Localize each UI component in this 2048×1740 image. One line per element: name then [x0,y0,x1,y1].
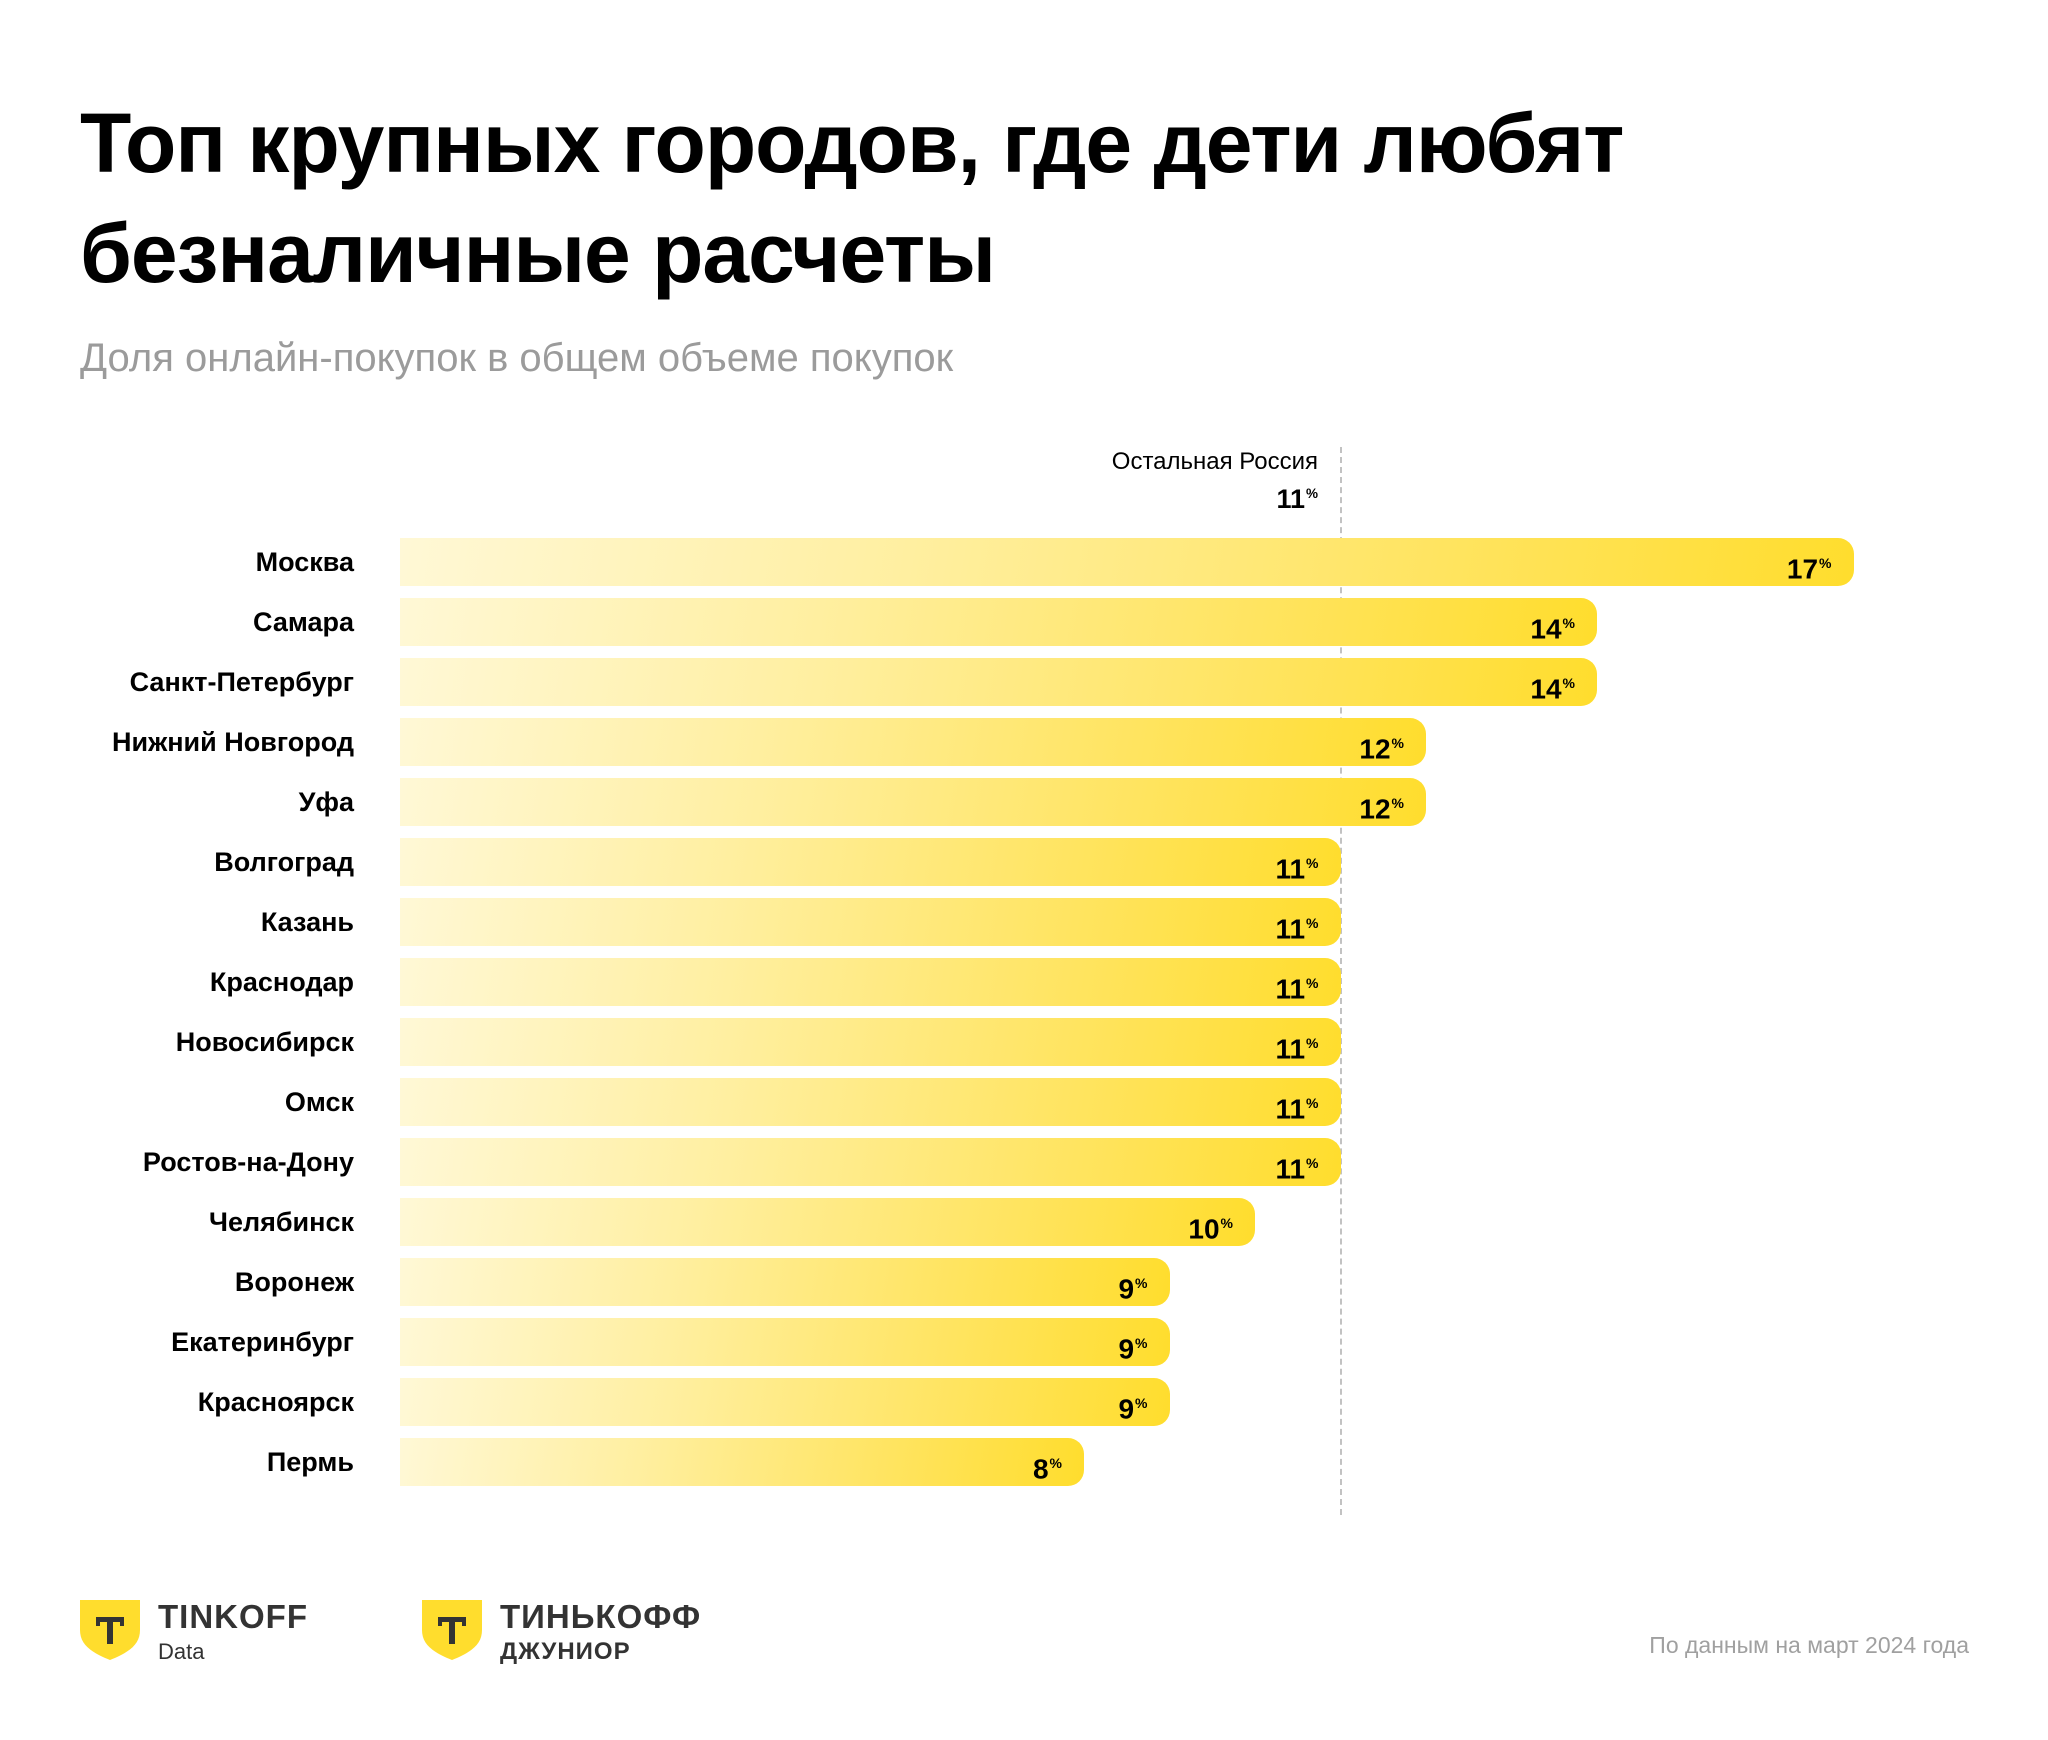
category-label: Ростов-на-Дону [142,1147,354,1177]
logo-tinkoff-data: TINKOFF Data [80,1600,308,1666]
data-label: 11% [1275,838,1318,894]
tinkoff-shield-icon [422,1600,482,1660]
category-label: Омск [284,1087,354,1117]
logo-sub: ДЖУНИОР [500,1638,631,1665]
data-label: 11% [1275,958,1318,1014]
percent-sign: % [1391,795,1404,811]
percent-sign: % [1306,855,1319,871]
data-label-value: 10 [1188,1213,1220,1245]
bar: 10% [400,1198,1255,1246]
data-label-value: 11 [1275,1093,1306,1125]
logo-name: TINKOFF [158,1598,308,1635]
data-label: 17% [1787,538,1832,594]
bar: 11% [400,958,1341,1006]
data-source-note: По данным на март 2024 года [1649,1632,1969,1658]
data-label: 9% [1118,1258,1147,1314]
data-label: 11% [1275,1018,1318,1074]
category-label: Санкт-Петербург [129,667,354,697]
data-label: 10% [1188,1198,1233,1254]
bar: 9% [400,1378,1170,1426]
reference-label: Остальная Россия [1111,448,1318,475]
page-title: Топ крупных городов, где дети любят безн… [80,96,1624,300]
chart-subtitle: Доля онлайн-покупок в общем объеме покуп… [80,336,954,380]
logo-tinkoff-junior: ТИНЬКОФФ ДЖУНИОР [422,1600,701,1666]
reference-value: 11% [1276,484,1318,515]
percent-sign: % [1306,1095,1319,1111]
data-label: 9% [1118,1378,1147,1434]
percent-sign: % [1306,975,1319,991]
data-label-value: 12 [1359,793,1391,825]
bar: 11% [400,1018,1341,1066]
data-label: 9% [1118,1318,1147,1374]
data-label: 14% [1530,598,1575,654]
logo-name: ТИНЬКОФФ [500,1598,702,1635]
percent-sign: % [1049,1455,1062,1471]
data-label-value: 9 [1118,1333,1135,1365]
category-label: Краснодар [209,967,354,997]
category-label: Челябинск [208,1207,354,1237]
percent-sign: % [1220,1215,1233,1231]
bar: 14% [400,598,1597,646]
category-label: Пермь [266,1447,354,1477]
data-label-value: 12 [1359,733,1391,765]
data-label-value: 14 [1530,613,1562,645]
data-label-value: 17 [1786,553,1819,585]
bar: 11% [400,838,1341,886]
bar: 8% [400,1438,1084,1486]
data-label: 12% [1359,778,1404,834]
bar: 12% [400,778,1426,826]
data-label-value: 8 [1032,1453,1049,1485]
percent-sign: % [1305,486,1318,501]
data-label-value: 14 [1530,673,1562,705]
data-label-value: 11 [1275,973,1306,1005]
data-label-value: 11 [1275,913,1306,945]
category-label: Екатеринбург [171,1327,354,1357]
bar: 12% [400,718,1426,766]
category-label: Волгоград [214,847,354,877]
bar: 14% [400,658,1597,706]
category-label: Нижний Новгород [112,727,354,757]
data-label: 11% [1275,1078,1318,1134]
tinkoff-shield-icon [80,1600,140,1660]
bar: 17% [400,538,1854,586]
percent-sign: % [1135,1275,1148,1291]
data-label-value: 11 [1275,1153,1306,1185]
logo-sub: Data [158,1639,205,1664]
category-label: Новосибирск [175,1027,354,1057]
percent-sign: % [1819,555,1832,571]
percent-sign: % [1306,1155,1319,1171]
data-label-value: 9 [1118,1273,1135,1305]
category-label: Москва [255,547,354,577]
bar: 11% [400,1138,1341,1186]
reference-value-number: 11 [1276,484,1305,514]
data-label-value: 9 [1118,1393,1135,1425]
category-label: Самара [253,607,354,637]
percent-sign: % [1562,615,1575,631]
category-label: Воронеж [234,1267,354,1297]
percent-sign: % [1135,1395,1148,1411]
category-label: Уфа [298,787,354,817]
data-label-value: 11 [1275,1033,1306,1065]
data-label-value: 11 [1275,853,1306,885]
data-label: 12% [1359,718,1404,774]
data-label: 8% [1033,1438,1062,1494]
percent-sign: % [1391,735,1404,751]
category-label: Казань [260,907,354,937]
reference-line [1339,447,1342,1515]
percent-sign: % [1562,675,1575,691]
data-label: 11% [1275,898,1318,954]
bar: 9% [400,1318,1170,1366]
data-label: 11% [1275,1138,1318,1194]
percent-sign: % [1306,915,1319,931]
percent-sign: % [1135,1335,1148,1351]
percent-sign: % [1306,1035,1319,1051]
data-label: 14% [1530,658,1575,714]
category-label: Красноярск [197,1387,354,1417]
bar: 11% [400,898,1341,946]
bar: 11% [400,1078,1341,1126]
bar: 9% [400,1258,1170,1306]
